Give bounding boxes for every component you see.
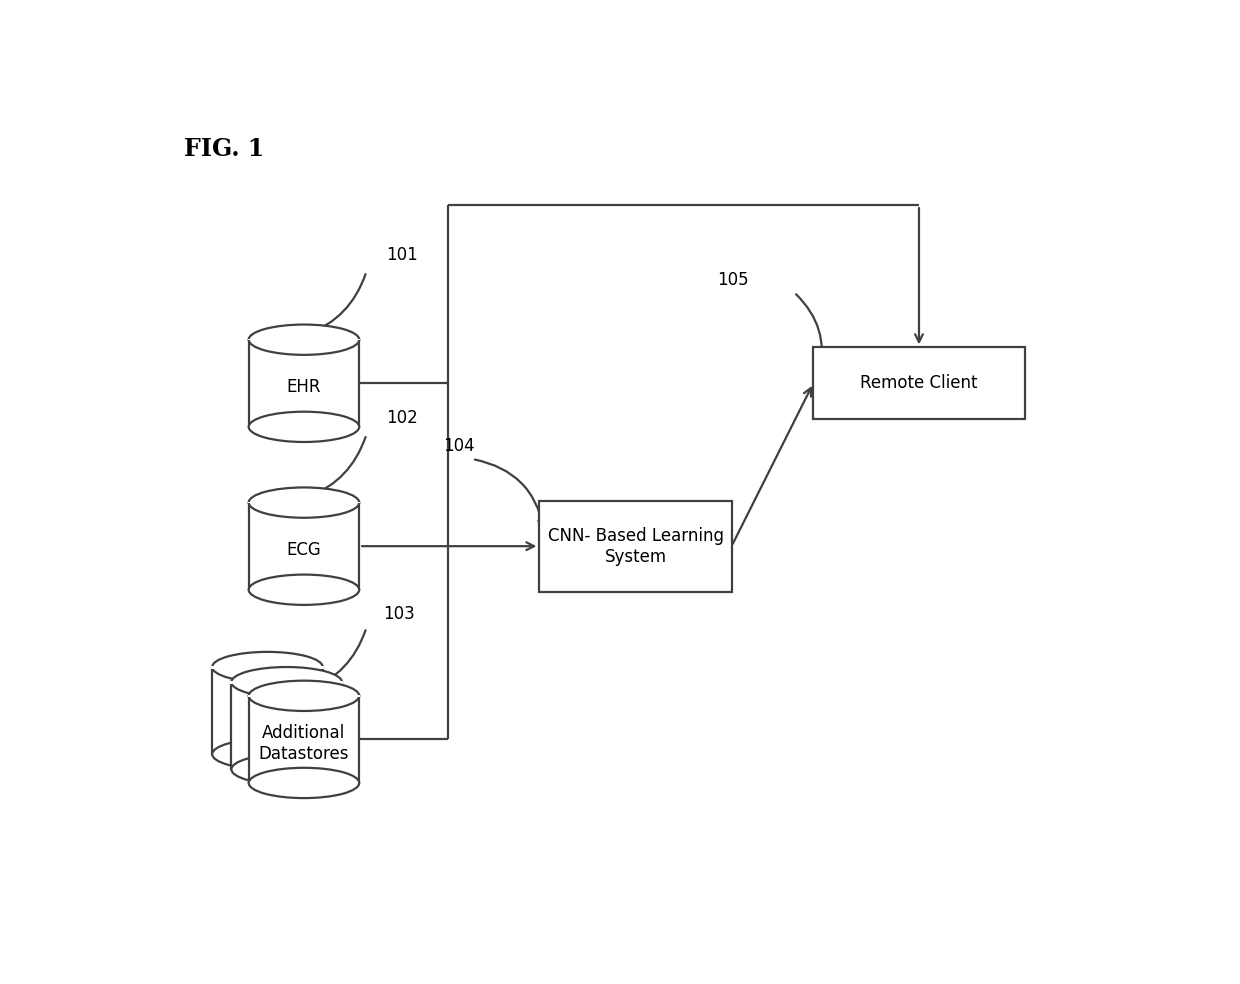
Text: ECG: ECG	[286, 541, 321, 559]
Ellipse shape	[249, 411, 360, 442]
Polygon shape	[232, 682, 342, 769]
Polygon shape	[212, 667, 322, 754]
Ellipse shape	[232, 754, 342, 784]
Ellipse shape	[212, 739, 322, 769]
Polygon shape	[211, 666, 324, 668]
Ellipse shape	[249, 325, 360, 355]
Ellipse shape	[212, 651, 322, 682]
Polygon shape	[231, 681, 343, 684]
Ellipse shape	[249, 575, 360, 605]
Ellipse shape	[232, 667, 342, 698]
FancyBboxPatch shape	[813, 347, 1024, 419]
Text: Additional
Datastores: Additional Datastores	[259, 724, 350, 763]
Ellipse shape	[249, 487, 360, 518]
Polygon shape	[249, 696, 360, 783]
Text: 101: 101	[386, 246, 418, 264]
Ellipse shape	[249, 681, 360, 711]
Ellipse shape	[249, 768, 360, 798]
Polygon shape	[249, 503, 360, 589]
Text: 103: 103	[383, 604, 414, 623]
Polygon shape	[248, 502, 360, 504]
Text: CNN- Based Learning
System: CNN- Based Learning System	[548, 526, 723, 566]
Polygon shape	[249, 339, 360, 427]
Text: 104: 104	[444, 438, 475, 456]
Text: EHR: EHR	[286, 378, 321, 396]
Text: 102: 102	[386, 409, 418, 427]
Polygon shape	[248, 338, 360, 340]
Text: 105: 105	[717, 271, 749, 288]
FancyBboxPatch shape	[539, 501, 732, 591]
Text: FIG. 1: FIG. 1	[184, 137, 264, 161]
Polygon shape	[248, 695, 360, 698]
Text: Remote Client: Remote Client	[861, 374, 978, 393]
